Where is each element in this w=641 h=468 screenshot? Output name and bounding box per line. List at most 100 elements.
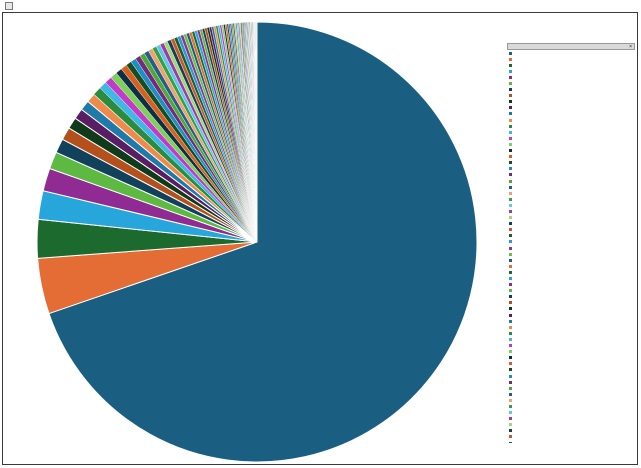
legend-swatch [509,228,512,232]
legend-item[interactable] [507,227,635,233]
legend-swatch [509,435,512,439]
legend-item[interactable] [507,306,635,312]
legend-swatch [509,82,512,86]
legend-item[interactable] [507,294,635,300]
legend-swatch [509,325,512,329]
legend-item[interactable] [507,87,635,93]
legend-item[interactable] [507,422,635,428]
legend-item[interactable] [507,105,635,111]
legend-item[interactable] [507,135,635,141]
legend-swatch [509,374,512,378]
legend-swatch [509,161,512,165]
legend-item[interactable] [507,330,635,336]
legend-item[interactable] [507,148,635,154]
legend-item[interactable] [507,172,635,178]
legend-item[interactable] [507,56,635,62]
legend-swatch [509,258,512,262]
legend-swatch [509,63,512,67]
legend-item[interactable] [507,288,635,294]
legend-swatch [509,386,512,390]
legend-swatch [509,185,512,189]
legend-item[interactable] [507,318,635,324]
legend-item[interactable] [507,355,635,361]
legend-swatch [509,252,512,256]
legend-item[interactable] [507,233,635,239]
legend-item[interactable] [507,403,635,409]
legend-item[interactable] [507,434,635,440]
legend-item[interactable] [507,385,635,391]
legend-item[interactable] [507,324,635,330]
legend-item[interactable] [507,129,635,135]
legend-item[interactable] [507,312,635,318]
legend-swatch [509,301,512,305]
legend-swatch [509,136,512,140]
legend-swatch [509,264,512,268]
legend-item[interactable] [507,391,635,397]
legend-item[interactable] [507,80,635,86]
legend-item[interactable] [507,416,635,422]
legend-item[interactable] [507,410,635,416]
legend-item[interactable] [507,251,635,257]
legend-item[interactable] [507,184,635,190]
legend-item[interactable] [507,123,635,129]
legend-item[interactable] [507,343,635,349]
legend-close-icon[interactable]: × [629,44,632,50]
legend-item[interactable] [507,397,635,403]
legend-item[interactable] [507,154,635,160]
legend-item[interactable] [507,196,635,202]
legend-item[interactable] [507,239,635,245]
legend-item[interactable] [507,74,635,80]
legend-item[interactable] [507,208,635,214]
legend-item[interactable] [507,367,635,373]
legend-swatch [509,142,512,146]
legend-swatch [509,94,512,98]
legend-item[interactable] [507,245,635,251]
legend-swatch [509,155,512,159]
legend-swatch [509,179,512,183]
legend-item[interactable] [507,428,635,434]
legend-swatch [509,441,512,443]
legend-item[interactable] [507,263,635,269]
legend-swatch [509,392,512,396]
legend-item[interactable] [507,190,635,196]
legend-item[interactable] [507,68,635,74]
legend-item[interactable] [507,141,635,147]
legend-swatch [509,307,512,311]
legend-swatch [509,112,512,116]
pie-slice[interactable] [48,21,478,463]
legend-item[interactable] [507,373,635,379]
legend-swatch [509,57,512,61]
legend-item[interactable] [507,440,635,443]
legend-item[interactable] [507,336,635,342]
legend-item[interactable] [507,300,635,306]
legend-swatch [509,289,512,293]
legend-item[interactable] [507,50,635,56]
legend-item[interactable] [507,361,635,367]
legend-swatch [509,362,512,366]
legend-swatch [509,404,512,408]
legend-item[interactable] [507,202,635,208]
legend-swatch [509,337,512,341]
legend-item[interactable] [507,349,635,355]
legend-item[interactable] [507,275,635,281]
legend-list [507,50,635,443]
legend-item[interactable] [507,379,635,385]
legend-item[interactable] [507,221,635,227]
legend-item[interactable] [507,178,635,184]
legend-item[interactable] [507,62,635,68]
legend-item[interactable] [507,117,635,123]
toolbar-button[interactable] [5,2,13,10]
legend-swatch [509,234,512,238]
legend-item[interactable] [507,269,635,275]
legend-item[interactable] [507,93,635,99]
legend-item[interactable] [507,111,635,117]
legend-item[interactable] [507,215,635,221]
legend-item[interactable] [507,99,635,105]
legend-item[interactable] [507,166,635,172]
legend-item[interactable] [507,257,635,263]
legend-item[interactable] [507,282,635,288]
legend-item[interactable] [507,160,635,166]
legend-swatch [509,167,512,171]
legend-header: × [507,43,635,50]
